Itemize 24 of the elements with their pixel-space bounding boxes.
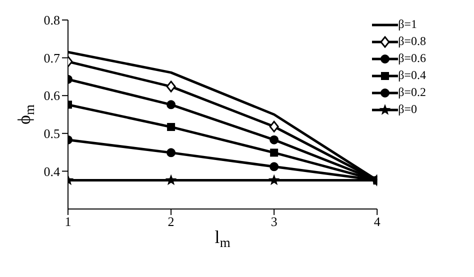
y-tick-label: 0.8 — [44, 12, 60, 28]
x-tick-label: 4 — [374, 214, 381, 230]
legend-label: β=0.6 — [398, 51, 426, 66]
x-tick-label: 3 — [270, 214, 278, 230]
x-tick-label: 2 — [168, 214, 174, 230]
legend-label: β=0 — [398, 102, 417, 117]
y-tick-label: 0.4 — [44, 164, 60, 179]
y-tick-label: 0.6 — [44, 88, 60, 104]
x-axis-title: l$_{m}$ — [214, 227, 231, 250]
point — [165, 174, 177, 186]
x-tick-label: 1 — [64, 214, 72, 230]
y-tick-label: 0.5 — [44, 126, 60, 142]
point — [270, 148, 278, 157]
point — [167, 122, 176, 131]
point — [166, 100, 176, 110]
point — [268, 174, 280, 186]
point — [166, 148, 176, 158]
point — [270, 135, 279, 144]
legend-label: β=1 — [398, 17, 417, 32]
legend-label: β=0.8 — [398, 34, 426, 49]
point — [270, 162, 279, 172]
legend-label: β=0.2 — [398, 85, 426, 100]
legend-label: β=0.4 — [398, 68, 426, 83]
y-tick-label: 0.7 — [44, 50, 60, 66]
